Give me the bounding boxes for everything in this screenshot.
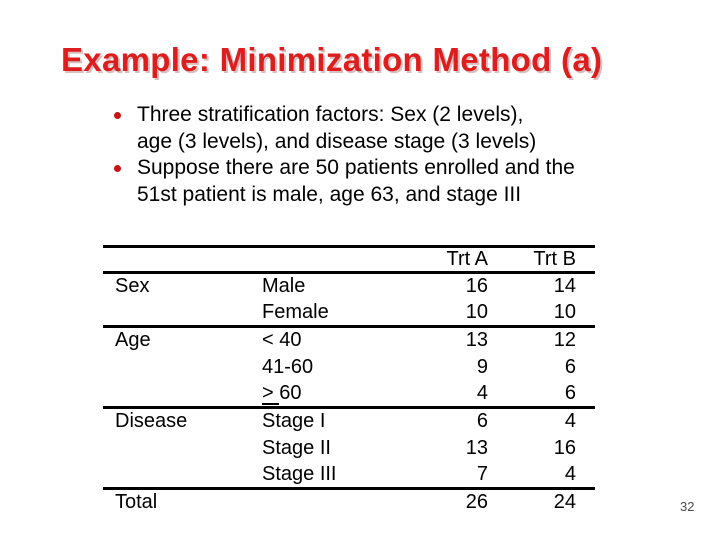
bullet-dot-icon <box>114 165 121 172</box>
cell-trt-b: 4 <box>564 410 576 433</box>
cell-level: > 60 <box>262 380 382 409</box>
table-body: Sex Male 16 14 Female 10 10 Age < 40 13 12 41-60 9 6 >… <box>103 273 595 516</box>
cell-trt-a: 16 <box>465 275 488 298</box>
cell-level: 41-60 <box>262 355 314 378</box>
cell-trt-a: 26 <box>465 491 488 514</box>
cell-trt-b: 16 <box>553 436 576 459</box>
bullet-item: Suppose there are 50 patients enrolled a… <box>114 155 654 208</box>
cell-level: < 40 <box>262 329 302 352</box>
bullet-line: 51st patient is male, age 63, and stage … <box>137 182 522 206</box>
table-header-row: Trt A Trt B <box>103 245 595 274</box>
table-row: > 60 4 6 <box>103 380 595 409</box>
slide-title: Example: Minimization Method (a) <box>61 41 603 78</box>
header-cell-group <box>103 245 262 274</box>
cell-trt-b: 4 <box>488 461 595 490</box>
cell-trt-a: 10 <box>382 299 488 328</box>
greater-equal-symbol: > <box>262 381 280 405</box>
bullet-line: Three stratification factors: Sex (2 lev… <box>137 103 524 126</box>
cell-level: Stage I <box>262 410 326 433</box>
table-row: Stage III 7 4 <box>103 461 595 490</box>
bullet-text: Suppose there are 50 patients enrolled a… <box>137 155 575 208</box>
cell-trt-b: 10 <box>488 299 595 328</box>
table-row: Female 10 10 <box>103 299 595 328</box>
cell-level <box>262 489 382 516</box>
bullet-text: Three stratification factors: Sex (2 lev… <box>137 102 536 155</box>
cell-trt-a: 4 <box>382 380 488 409</box>
cell-group: Disease <box>115 410 188 433</box>
page-number: 32 <box>680 499 695 514</box>
level-text: 60 <box>279 381 302 404</box>
cell-group <box>103 435 262 462</box>
cell-group: Sex <box>115 275 150 298</box>
header-cell-trt-b: Trt B <box>488 245 595 274</box>
table-row: 41-60 9 6 <box>103 354 595 381</box>
table-row: Sex Male 16 14 <box>103 273 595 300</box>
cell-trt-a: 9 <box>476 355 488 378</box>
cell-trt-b: 6 <box>488 380 595 409</box>
cell-trt-b: 24 <box>553 491 576 514</box>
bullet-dot-icon <box>114 112 121 119</box>
cell-trt-b: 6 <box>564 355 576 378</box>
table-row: Total 26 24 <box>103 489 595 516</box>
cell-level: Stage II <box>262 436 331 459</box>
cell-group: Total <box>115 491 158 514</box>
cell-level: Stage III <box>262 461 382 490</box>
cell-group <box>103 380 262 409</box>
cell-level: Female <box>262 299 382 328</box>
header-cell-trt-a: Trt A <box>382 245 488 274</box>
bullet-item: Three stratification factors: Sex (2 lev… <box>114 102 654 155</box>
stratification-table: Trt A Trt B Sex Male 16 14 Female 10 10 Age < 40… <box>103 245 595 516</box>
bullet-line: Suppose there are 50 patients enrolled a… <box>137 156 575 179</box>
cell-group <box>103 461 262 490</box>
cell-trt-a: 6 <box>476 410 488 433</box>
cell-group <box>103 299 262 328</box>
bullet-list: Three stratification factors: Sex (2 lev… <box>114 102 654 208</box>
cell-trt-a: 13 <box>465 436 488 459</box>
cell-group <box>103 354 262 381</box>
table-row: Age < 40 13 12 <box>103 327 595 354</box>
cell-trt-a: 7 <box>382 461 488 490</box>
header-cell-level <box>262 245 382 274</box>
cell-trt-a: 13 <box>465 329 488 352</box>
table-row: Disease Stage I 6 4 <box>103 408 595 435</box>
bullet-line: age (3 levels), and disease stage (3 lev… <box>137 129 537 153</box>
cell-group: Age <box>115 329 151 352</box>
cell-trt-b: 14 <box>553 275 576 298</box>
cell-level: Male <box>262 275 306 298</box>
table-row: Stage II 13 16 <box>103 435 595 462</box>
cell-trt-b: 12 <box>553 329 576 352</box>
